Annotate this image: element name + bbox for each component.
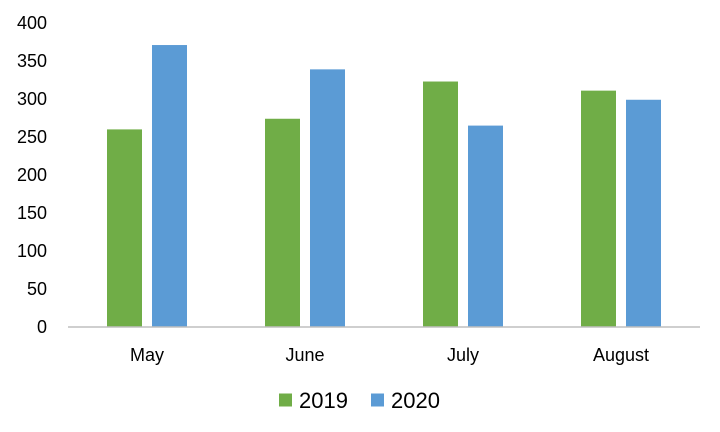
bar-2020-june (310, 69, 345, 328)
x-axis-tick-labels: May June July August (130, 345, 649, 365)
bars (107, 45, 661, 328)
bar-2019-july (423, 81, 458, 328)
y-tick-label: 400 (17, 13, 47, 33)
bar-2020-may (152, 45, 187, 327)
x-tick-label: July (447, 345, 479, 365)
y-tick-label: 50 (27, 279, 47, 299)
y-tick-label: 300 (17, 89, 47, 109)
legend-label-2020: 2020 (391, 388, 440, 413)
x-tick-label: May (130, 345, 164, 365)
x-tick-label: August (593, 345, 649, 365)
y-axis-tick-labels: 0 50 100 150 200 250 300 350 400 (17, 13, 47, 337)
y-tick-label: 200 (17, 165, 47, 185)
bar-2019-june (265, 118, 300, 327)
y-tick-label: 250 (17, 127, 47, 147)
y-tick-label: 100 (17, 241, 47, 261)
y-tick-label: 0 (37, 317, 47, 337)
bar-2020-august (626, 99, 661, 327)
y-tick-label: 150 (17, 203, 47, 223)
bar-2019-august (581, 90, 616, 327)
legend-swatch-2019 (279, 393, 292, 407)
legend-label-2019: 2019 (299, 388, 348, 413)
bar-2020-july (468, 125, 503, 327)
legend: 2019 2020 (279, 388, 440, 413)
legend-swatch-2020 (371, 393, 384, 407)
bar-2019-may (107, 129, 142, 327)
x-tick-label: June (285, 345, 324, 365)
y-tick-label: 350 (17, 51, 47, 71)
